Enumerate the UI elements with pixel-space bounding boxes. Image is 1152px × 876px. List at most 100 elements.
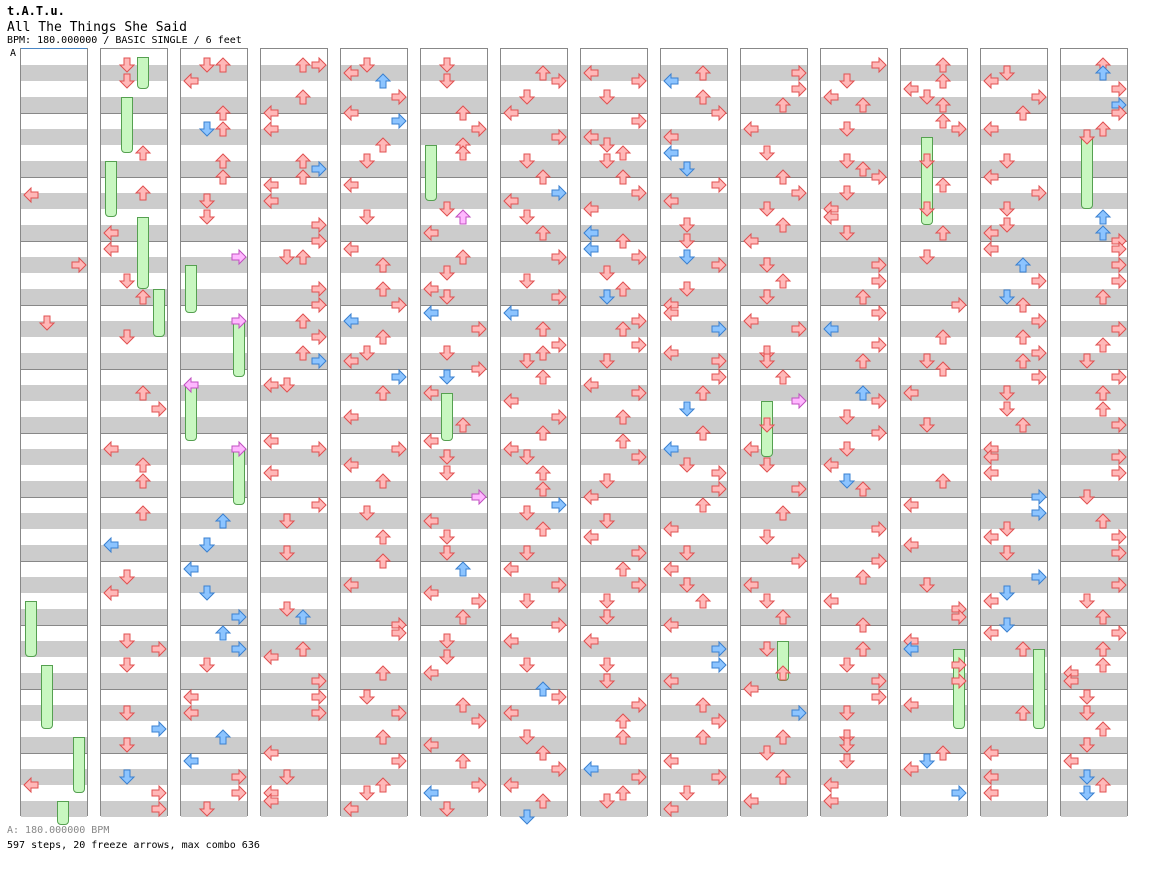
measure-line [981,241,1047,242]
arrow-left-icon [423,304,439,322]
arrow-right-icon [951,608,967,626]
arrow-right-icon [631,768,647,786]
arrow-up-icon [534,345,552,361]
arrow-up-icon [774,169,792,185]
beat-stripe [821,641,887,657]
arrow-right-icon [871,392,887,410]
arrow-right-icon [71,256,87,274]
beat-stripe [821,481,887,497]
arrow-up-icon [534,321,552,337]
arrow-down-icon [1078,737,1096,753]
beat-stripe [661,225,727,241]
beat-stripe [101,321,167,337]
beat-stripe [581,193,647,209]
measure-line [501,433,567,434]
beat-stripe [581,65,647,81]
arrow-right-icon [871,552,887,570]
beat-stripe [821,673,887,689]
beat-stripe [1061,513,1127,529]
arrow-right-icon [1111,528,1127,546]
arrow-down-icon [598,609,616,625]
beat-stripe [261,385,327,401]
arrow-up-icon [294,345,312,361]
measure-line [21,625,87,626]
arrow-down-icon [358,209,376,225]
arrow-up-icon [614,233,632,249]
arrow-down-icon [438,73,456,89]
arrow-up-icon [294,89,312,105]
arrow-right-icon [711,256,727,274]
arrow-left-icon [263,464,279,482]
arrow-right-icon [391,624,407,642]
arrow-right-icon [311,672,327,690]
measure-line [741,689,807,690]
beat-stripe [661,705,727,721]
beat-stripe [901,289,967,305]
beat-stripe [21,417,87,433]
arrow-up-icon [774,369,792,385]
beat-stripe [341,193,407,209]
measure-line [581,369,647,370]
arrow-up-icon [454,609,472,625]
arrow-left-icon [343,352,359,370]
measure-line [341,369,407,370]
arrow-down-icon [918,153,936,169]
measure-line [501,497,567,498]
measure-line [741,497,807,498]
measure-line [421,113,487,114]
beat-stripe [341,673,407,689]
beat-stripe [981,801,1047,817]
arrow-up-icon [614,785,632,801]
arrow-left-icon [663,192,679,210]
arrow-up-icon [1014,417,1032,433]
beat-stripe [101,65,167,81]
beat-stripe [1061,481,1127,497]
arrow-up-icon [534,681,552,697]
arrow-right-icon [311,440,327,458]
measure-line [821,177,887,178]
measure-line [101,241,167,242]
arrow-right-icon [871,520,887,538]
arrow-down-icon [278,601,296,617]
arrow-left-icon [583,128,599,146]
beat-stripe [21,161,87,177]
measure-line [421,241,487,242]
beat-stripe [341,257,407,273]
arrow-down-icon [118,737,136,753]
chart-column [580,48,648,817]
arrow-down-icon [838,185,856,201]
measure-line [661,433,727,434]
arrow-right-icon [311,56,327,74]
beat-stripe [901,65,967,81]
beat-stripe [421,225,487,241]
beat-stripe [501,673,567,689]
arrow-down-icon [758,593,776,609]
measure-line [101,625,167,626]
arrow-left-icon [263,744,279,762]
arrow-left-icon [423,584,439,602]
arrow-down-icon [518,353,536,369]
measure-line [101,369,167,370]
chart-meta: BPM: 180.000000 / BASIC SINGLE / 6 feet [7,35,242,46]
measure-line [181,625,247,626]
beat-stripe [101,225,167,241]
freeze-arrow [121,97,133,153]
measure-line [181,433,247,434]
measure-line [661,305,727,306]
arrow-down-icon [678,457,696,473]
arrow-left-icon [823,792,839,810]
bpm-legend: A: 180.000000 BPM [7,825,110,836]
beat-stripe [261,737,327,753]
beat-stripe [981,449,1047,465]
measure-line [661,369,727,370]
arrow-right-icon [711,712,727,730]
arrow-right-icon [791,80,807,98]
beat-stripe [261,449,327,465]
measure-line [901,625,967,626]
beat-stripe [261,353,327,369]
arrow-right-icon [711,656,727,674]
beat-stripe [981,737,1047,753]
arrow-left-icon [343,456,359,474]
beat-stripe [661,97,727,113]
beat-stripe [101,609,167,625]
